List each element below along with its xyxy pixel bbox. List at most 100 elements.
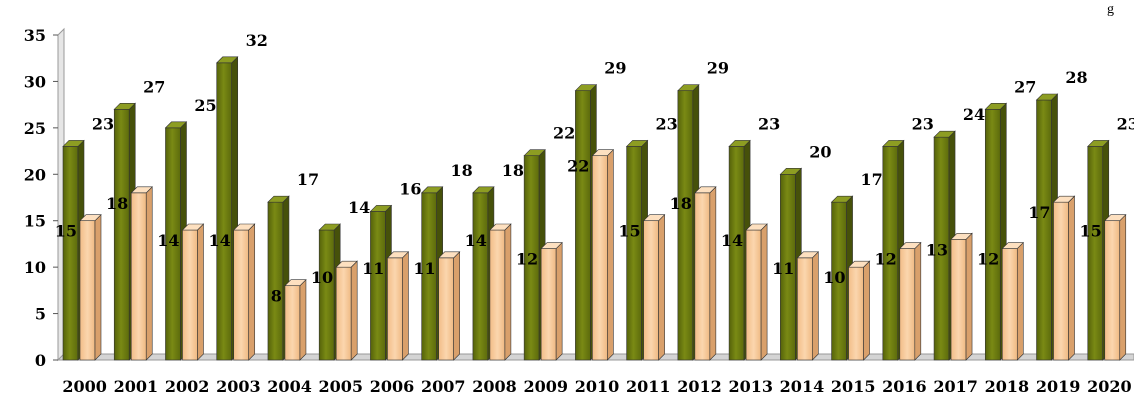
data-label-series2: 14	[208, 231, 230, 250]
bar-series2	[79, 213, 102, 361]
bar-series1-front	[370, 211, 386, 361]
bar-series1-front	[984, 108, 1001, 361]
data-label-series1: 23	[1117, 114, 1134, 133]
bar-series1	[267, 195, 290, 361]
bar-series2-top	[950, 232, 973, 240]
bar-series2	[899, 241, 922, 361]
bar-series2-front	[694, 192, 711, 361]
data-label-series1: 23	[655, 114, 677, 133]
bar-series1-top	[728, 140, 751, 147]
data-label-series1: 25	[194, 96, 216, 115]
data-label-series1: 20	[809, 142, 831, 161]
bar-series2-side	[1016, 241, 1024, 361]
bar-series2-top	[232, 223, 256, 231]
bar-series1-top	[625, 140, 649, 147]
bar-series2-front	[79, 220, 96, 361]
y-tick-label: 30	[24, 72, 46, 91]
bar-series2-side	[709, 186, 717, 361]
x-tick-label: 2003	[216, 377, 261, 396]
data-label-series2: 11	[362, 259, 384, 278]
bar-series1-top	[215, 56, 239, 64]
bar-series1-top	[933, 130, 956, 138]
data-label-series1: 16	[399, 179, 421, 198]
data-label-series2: 10	[823, 268, 845, 287]
data-label-series1: 18	[502, 161, 524, 180]
bar-series2-top	[386, 251, 410, 259]
x-tick-label: 2020	[1087, 377, 1132, 396]
data-label-series2: 17	[1028, 203, 1050, 222]
bar-series1-top	[984, 102, 1008, 110]
bar-series1-top	[420, 186, 444, 194]
bar-series2-side	[402, 251, 409, 361]
bar-series2-top	[1001, 242, 1025, 249]
data-label-series2: 14	[721, 231, 743, 250]
bar-series1-front	[318, 229, 335, 361]
data-label-series1: 24	[963, 105, 985, 124]
bar-series2	[489, 223, 512, 361]
bar-series1-front	[728, 146, 745, 361]
axes: 0 5 10 15 20 25 30 35 2000 2001 2002 2003 2004 2005 20…	[24, 26, 1134, 396]
bar-series1-top	[830, 195, 854, 203]
bar-series2-side	[760, 223, 768, 361]
bar-series1-top	[62, 140, 85, 147]
data-label-series1: 27	[1014, 77, 1036, 96]
x-tick-label: 2008	[472, 377, 517, 396]
bar-series2-front	[643, 220, 659, 361]
bar-series1-top	[523, 149, 546, 157]
data-label-series1: 29	[604, 59, 626, 78]
bar-series2-front	[1104, 220, 1121, 361]
bar-series2-side	[914, 241, 922, 361]
bar-series2	[232, 223, 256, 361]
data-label-series2: 12	[977, 250, 999, 269]
bar-series2-front	[950, 238, 967, 361]
y-tick-label: 15	[24, 212, 46, 231]
x-tick-label: 2016	[882, 377, 927, 396]
corner-note: g	[1107, 2, 1114, 17]
bar-series1-top	[267, 195, 290, 203]
bar-series1-front	[267, 201, 284, 361]
bar-series2-side	[299, 278, 307, 361]
x-tick-label: 2007	[421, 377, 466, 396]
bar-series2-front	[592, 155, 608, 361]
bar-series2	[847, 260, 871, 361]
data-label-series2: 11	[413, 259, 435, 278]
data-label-series2: 15	[55, 222, 77, 241]
bar-series1-top	[1087, 140, 1110, 147]
data-label-series1: 22	[553, 124, 575, 143]
bar-series2-front	[387, 257, 403, 361]
bar-series2-top	[79, 214, 102, 222]
bar-series2-top	[796, 251, 820, 259]
x-tick-label: 2001	[114, 377, 159, 396]
data-label-series2: 12	[516, 250, 538, 269]
bar-series1	[318, 223, 341, 361]
bar-series2-top	[1104, 214, 1127, 222]
y-tick-label: 20	[24, 165, 46, 184]
bar-series1-front	[472, 192, 489, 361]
data-label-series1: 23	[758, 114, 780, 133]
x-tick-label: 2002	[165, 377, 210, 396]
y-tick-label: 0	[35, 351, 46, 370]
data-label-series2: 14	[157, 231, 179, 250]
y-tick-label: 10	[24, 258, 46, 277]
bar-series1-top	[882, 140, 905, 147]
x-tick-label: 2015	[831, 377, 876, 396]
bar-series2-top	[437, 251, 461, 259]
bar-series1-front	[113, 108, 130, 361]
data-label-series2: 15	[1079, 222, 1101, 241]
bar-series2-top	[591, 149, 615, 157]
bar-series1-front	[626, 146, 642, 361]
bar-series1	[933, 130, 956, 361]
data-label-series1: 17	[297, 170, 319, 189]
bar-series1-front	[216, 62, 233, 361]
bars	[62, 56, 1127, 361]
bar-series2	[540, 241, 563, 361]
data-label-series1: 18	[451, 161, 473, 180]
bar-series2-top	[745, 223, 768, 231]
bar-series1-front	[1087, 146, 1104, 361]
x-tick-label: 2017	[933, 377, 978, 396]
x-tick-label: 2000	[62, 377, 107, 396]
bar-series2-side	[607, 148, 614, 361]
bar-series2	[181, 223, 205, 361]
x-tick-label: 2019	[1036, 377, 1081, 396]
x-tick-label: 2012	[677, 377, 722, 396]
